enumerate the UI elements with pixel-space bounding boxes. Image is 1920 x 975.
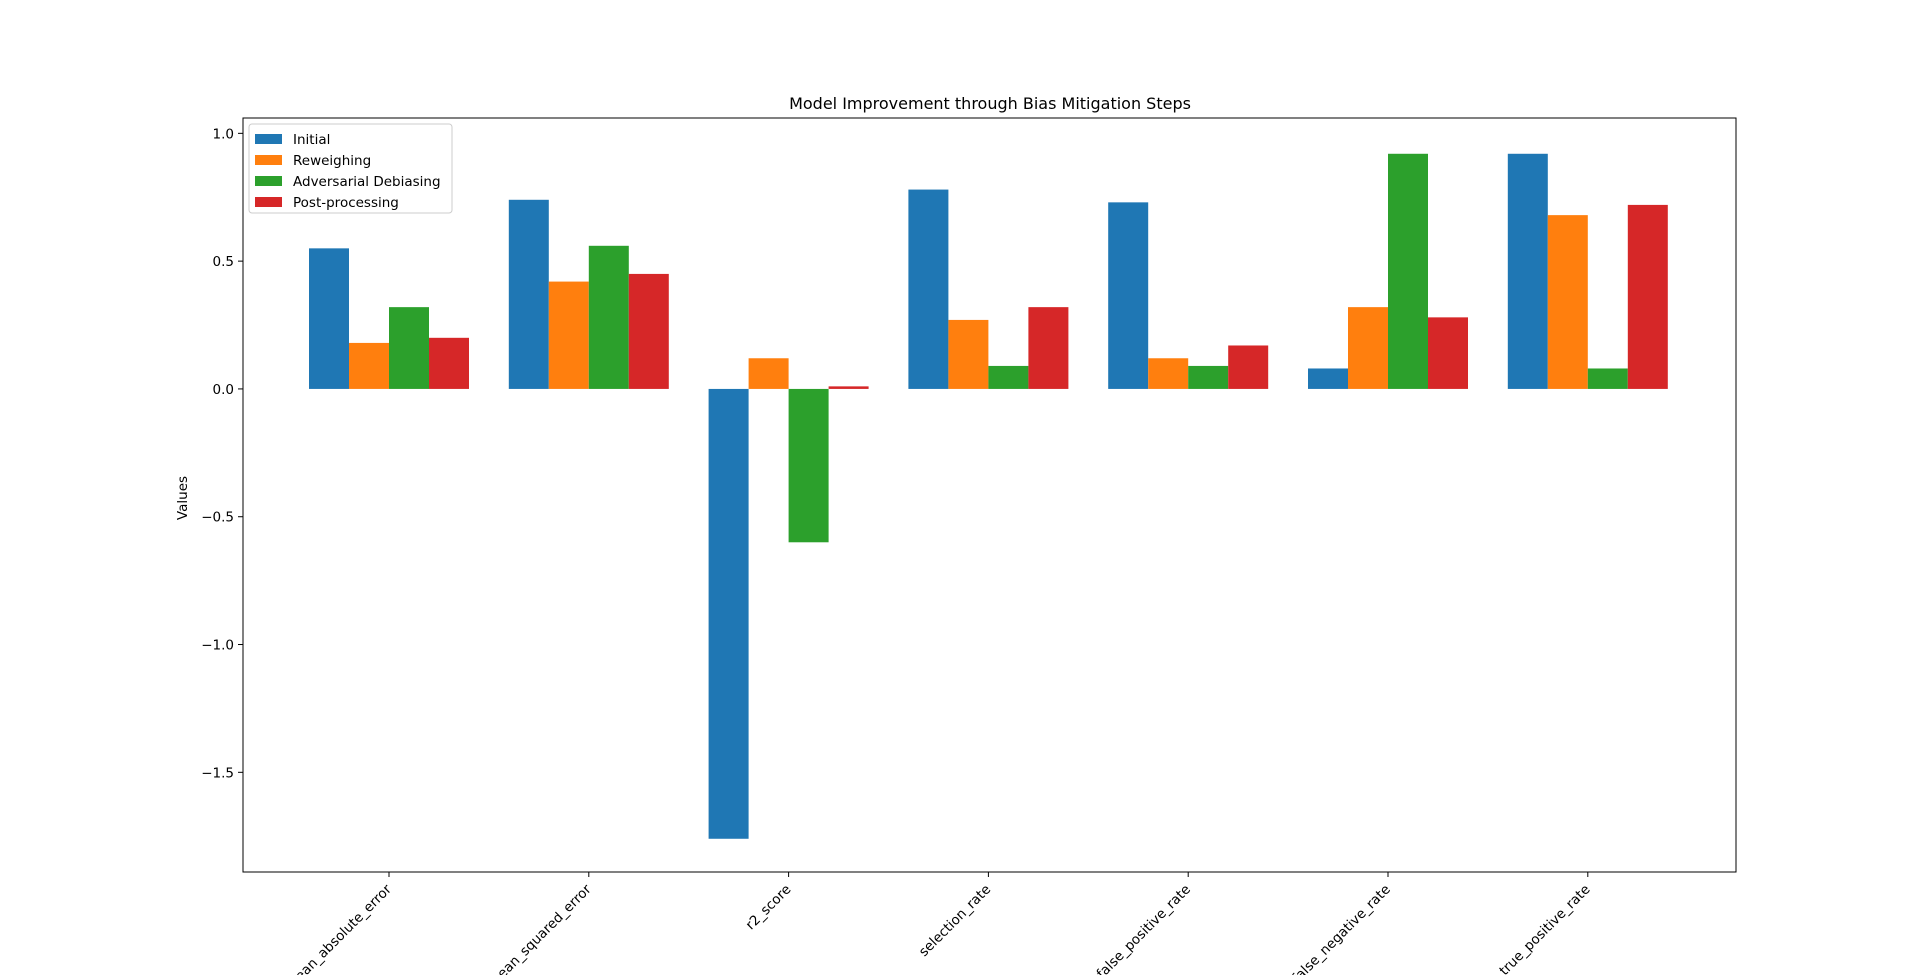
bar-post-processing-r2-score (828, 386, 869, 389)
y-axis-label: Values (175, 476, 191, 520)
y-tick-label: −1.5 (201, 765, 234, 781)
bar-initial-false-negative-rate (1308, 368, 1348, 389)
bar-initial-r2-score (708, 388, 749, 839)
bar-post-processing-true-positive-rate (1627, 204, 1668, 389)
bar-initial-true-positive-rate (1507, 153, 1548, 389)
bar-initial-selection-rate (908, 189, 949, 389)
bar-post-processing-false-negative-rate (1428, 317, 1468, 389)
bar-post-processing-mean-absolute-error (429, 337, 469, 389)
bar-reweighing-false-positive-rate (1148, 358, 1189, 389)
legend-box (248, 123, 453, 214)
legend-swatch (255, 197, 282, 207)
bar-adversarial-debiasing-selection-rate (988, 365, 1029, 389)
bar-reweighing-mean-squared-error (548, 281, 589, 389)
bar-adversarial-debiasing-r2-score (788, 388, 829, 543)
y-tick-label: −0.5 (201, 510, 234, 526)
legend-swatch (255, 176, 282, 186)
bar-reweighing-mean-absolute-error (349, 342, 389, 389)
plot-frame (242, 117, 1737, 873)
bar-adversarial-debiasing-mean-squared-error (588, 245, 629, 389)
bar-adversarial-debiasing-mean-absolute-error (389, 307, 429, 389)
y-tick-label: 0.5 (213, 254, 234, 270)
legend-label: Reweighing (293, 153, 371, 169)
bar-reweighing-selection-rate (948, 319, 989, 389)
bar-initial-mean-squared-error (508, 199, 549, 389)
legend: Initial Reweighing Adversarial Debiasing Po… (248, 123, 453, 214)
bar-post-processing-selection-rate (1028, 307, 1069, 389)
legend-label: Adversarial Debiasing (293, 174, 441, 190)
legend-swatch (255, 155, 282, 165)
bar-reweighing-r2-score (748, 358, 789, 389)
chart-title: Model Improvement through Bias Mitigatio… (789, 94, 1191, 113)
legend-label: Initial (293, 132, 330, 148)
bar-initial-false-positive-rate (1108, 202, 1149, 389)
bar-reweighing-false-negative-rate (1348, 307, 1388, 389)
y-tick-label: −1.0 (201, 638, 234, 654)
bar-post-processing-mean-squared-error (628, 273, 669, 389)
y-tick-label: 1.0 (213, 126, 234, 142)
y-tick-label: 0.0 (213, 382, 234, 398)
bar-adversarial-debiasing-false-positive-rate (1188, 365, 1229, 389)
bar-adversarial-debiasing-false-negative-rate (1388, 153, 1428, 389)
bar-reweighing-true-positive-rate (1547, 215, 1588, 389)
bar-adversarial-debiasing-true-positive-rate (1587, 368, 1628, 389)
y-axis: −1.5 −1.0 −0.5 0.0 0.5 1.0 (201, 126, 243, 781)
legend-label: Post-processing (293, 195, 399, 211)
bars-layer (309, 153, 1668, 839)
legend-swatch (255, 134, 282, 144)
bar-post-processing-false-positive-rate (1228, 345, 1269, 389)
bar-initial-mean-absolute-error (309, 248, 349, 389)
